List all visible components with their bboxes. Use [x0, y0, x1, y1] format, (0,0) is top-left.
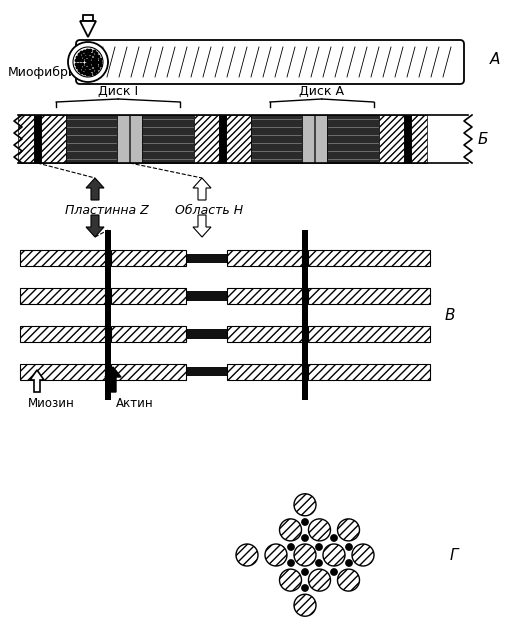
FancyBboxPatch shape [76, 40, 464, 84]
Text: Г: Г [450, 547, 458, 563]
Polygon shape [193, 178, 211, 200]
Bar [308, 250, 430, 266]
Circle shape [331, 534, 337, 542]
Text: Область H: Область H [175, 203, 243, 217]
Bar [379, 115, 403, 163]
Bar [111, 364, 186, 380]
Bar [113, 329, 300, 338]
Circle shape [345, 559, 353, 566]
Polygon shape [86, 178, 104, 200]
Bar [411, 115, 427, 163]
Bar [66, 115, 117, 163]
Circle shape [309, 519, 331, 541]
Bar [227, 250, 302, 266]
Circle shape [279, 519, 301, 541]
Bar [113, 292, 300, 301]
Circle shape [337, 569, 359, 591]
Bar [219, 115, 226, 163]
Circle shape [337, 519, 359, 541]
Bar [129, 115, 131, 163]
Circle shape [352, 544, 374, 566]
Polygon shape [30, 370, 44, 392]
Bar [34, 115, 41, 163]
Bar [20, 250, 105, 266]
Text: Актин: Актин [116, 397, 154, 410]
Circle shape [323, 544, 345, 566]
Bar [18, 115, 34, 163]
Circle shape [73, 47, 103, 77]
Bar [194, 115, 219, 163]
Circle shape [236, 544, 258, 566]
Bar [302, 230, 308, 400]
Text: А: А [490, 52, 500, 67]
Circle shape [294, 544, 316, 566]
Bar [111, 288, 186, 304]
Circle shape [315, 544, 322, 551]
Bar [227, 288, 302, 304]
Bar [403, 115, 411, 163]
Bar [314, 115, 316, 163]
Circle shape [315, 559, 322, 566]
Circle shape [68, 42, 108, 82]
Bar [117, 115, 142, 163]
Text: Диск А: Диск А [299, 85, 344, 98]
Bar [250, 115, 302, 163]
Bar [20, 326, 105, 342]
Circle shape [345, 544, 353, 551]
Circle shape [288, 559, 294, 566]
Circle shape [279, 569, 301, 591]
Circle shape [301, 585, 309, 592]
Bar [111, 326, 186, 342]
Bar [302, 115, 327, 163]
Bar [20, 364, 105, 380]
Bar [142, 115, 194, 163]
Circle shape [288, 544, 294, 551]
Text: В: В [445, 307, 455, 323]
Bar [113, 254, 300, 263]
Bar [113, 367, 300, 376]
Bar [20, 288, 105, 304]
Bar [227, 326, 302, 342]
Bar [18, 115, 468, 163]
Circle shape [331, 568, 337, 575]
Text: Пластинна Z: Пластинна Z [65, 203, 149, 217]
Circle shape [294, 594, 316, 616]
Text: Миофибрилла: Миофибрилла [8, 66, 101, 79]
Bar [41, 115, 66, 163]
Polygon shape [105, 367, 121, 392]
Bar [83, 15, 93, 21]
Bar [111, 250, 186, 266]
Text: Б: Б [478, 132, 488, 147]
Text: Диск I: Диск I [98, 85, 138, 98]
Bar [226, 115, 250, 163]
Circle shape [301, 568, 309, 575]
Circle shape [309, 569, 331, 591]
Circle shape [265, 544, 287, 566]
Polygon shape [80, 21, 96, 37]
Circle shape [294, 494, 316, 516]
Text: Миозин: Миозин [28, 397, 75, 410]
Polygon shape [193, 215, 211, 237]
Circle shape [301, 518, 309, 525]
Bar [308, 364, 430, 380]
Bar [105, 230, 111, 400]
Polygon shape [86, 215, 104, 237]
Bar [308, 288, 430, 304]
Circle shape [301, 534, 309, 542]
Bar [327, 115, 379, 163]
Bar [227, 364, 302, 380]
Bar [308, 326, 430, 342]
